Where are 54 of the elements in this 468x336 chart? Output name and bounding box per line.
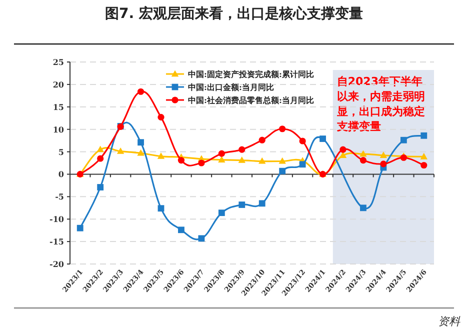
y-tick-label: -15 <box>50 236 64 247</box>
y-tick-label: 0 <box>58 169 64 180</box>
point <box>198 235 205 242</box>
point <box>279 168 286 174</box>
text: 资料 <box>438 315 461 328</box>
point <box>178 157 185 164</box>
point <box>420 132 428 139</box>
point <box>299 138 306 144</box>
legend-label: 中国:出口金额:当月同比 <box>188 82 274 92</box>
point <box>238 156 246 163</box>
y-tick-label: 25 <box>52 57 64 67</box>
point <box>198 160 205 166</box>
point <box>158 205 164 212</box>
point <box>178 226 184 234</box>
point <box>258 136 266 144</box>
y-tick-label: 15 <box>52 102 64 112</box>
point <box>137 149 144 156</box>
point <box>360 150 367 157</box>
point <box>218 156 226 162</box>
point <box>320 136 326 142</box>
point <box>279 126 286 132</box>
point <box>420 152 428 160</box>
point <box>137 88 144 95</box>
point <box>339 152 347 158</box>
point <box>380 160 387 168</box>
point <box>278 157 286 164</box>
y-tick-label: -5 <box>55 192 64 202</box>
point <box>340 146 346 153</box>
point <box>380 152 388 158</box>
y-tick-label: 10 <box>52 124 64 134</box>
point <box>360 157 367 164</box>
point <box>96 146 104 152</box>
point <box>97 184 104 190</box>
point <box>157 152 165 159</box>
point <box>116 148 124 154</box>
point <box>420 162 428 169</box>
point <box>76 224 84 232</box>
point <box>299 161 306 168</box>
point <box>238 146 246 153</box>
point <box>258 200 266 207</box>
point <box>97 155 104 162</box>
point <box>218 210 225 216</box>
point <box>158 114 164 121</box>
y-tick-label: -20 <box>50 259 64 269</box>
point <box>258 157 266 164</box>
point <box>400 136 407 144</box>
point <box>238 202 246 208</box>
point <box>218 150 225 157</box>
chart-title: 图7. 宏观层面来看，出口是核心支撑变量 <box>105 5 363 22</box>
point <box>138 139 144 146</box>
y-tick-label: 5 <box>58 146 64 157</box>
y-tick-label: -10 <box>50 214 64 224</box>
point <box>360 204 366 212</box>
y-tick-label: 20 <box>52 79 64 90</box>
